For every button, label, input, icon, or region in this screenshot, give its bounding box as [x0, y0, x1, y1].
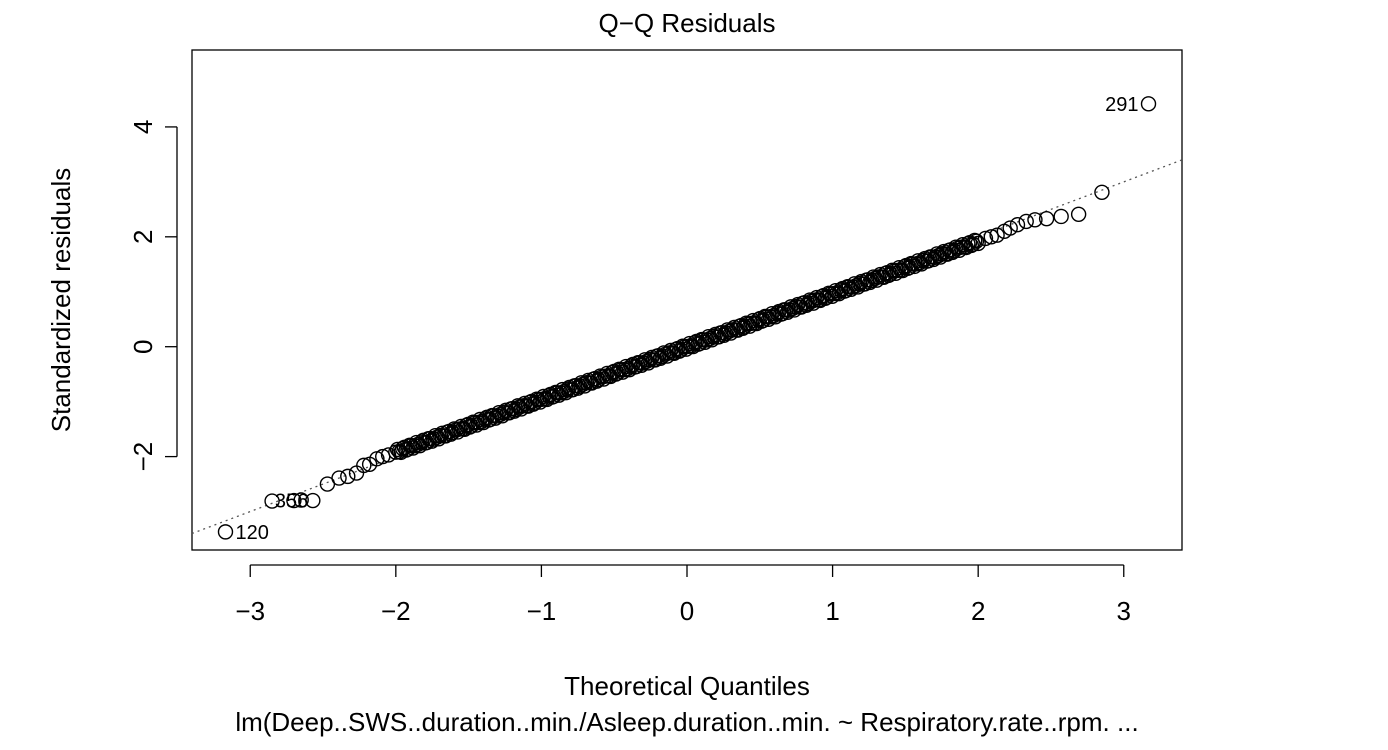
residual-point: [1053, 208, 1069, 225]
residual-point: [783, 299, 799, 315]
point-labels: 291 356 120: [235, 94, 1138, 544]
residual-point: [1140, 96, 1157, 112]
residual-point: [719, 322, 736, 338]
residual-point: [929, 246, 945, 262]
x-tick-label: 1: [825, 596, 839, 626]
residual-point: [637, 352, 653, 368]
residual-point: [963, 237, 980, 254]
y-tick-label: 2: [128, 230, 158, 244]
residual-point: [656, 345, 672, 361]
point-label: 120: [235, 522, 268, 544]
residual-point: [348, 465, 365, 481]
residual-point: [1070, 206, 1087, 222]
point-label: 291: [1105, 94, 1138, 116]
residual-point: [884, 262, 900, 278]
residual-point: [865, 269, 882, 285]
residual-point: [1038, 210, 1055, 227]
residual-point: [340, 468, 356, 485]
x-tick-label: −3: [235, 596, 265, 626]
residual-point: [380, 447, 397, 463]
residual-point: [1002, 220, 1018, 236]
x-tick-label: −2: [381, 596, 411, 626]
y-axis: −2 0 2 4: [128, 120, 178, 472]
residual-point: [573, 375, 590, 391]
residual-point: [977, 230, 994, 247]
residual-point: [427, 428, 444, 444]
residual-point: [356, 457, 372, 474]
y-tick-label: −2: [128, 442, 158, 472]
residual-point: [510, 398, 526, 414]
residual-point: [1018, 213, 1034, 230]
residual-point: [286, 492, 302, 509]
x-axis: −3 −2 −1 0 1 2 3: [235, 564, 1131, 626]
x-tick-label: 3: [1117, 596, 1131, 626]
residual-point: [1009, 217, 1026, 233]
plot-frame: [191, 49, 1183, 551]
point-label: 356: [275, 491, 308, 513]
x-tick-label: 0: [680, 596, 694, 626]
residual-point: [217, 524, 234, 540]
y-tick-label: 0: [128, 339, 158, 353]
y-axis-label: Standardized residuals: [46, 168, 76, 433]
residual-point: [331, 470, 347, 486]
residual-point: [446, 421, 462, 437]
residual-point: [491, 404, 507, 421]
x-tick-label: −1: [527, 596, 557, 626]
residual-point: [983, 229, 999, 245]
model-caption: lm(Deep..SWS..duration..min./Asleep.dura…: [235, 707, 1138, 737]
residual-point: [814, 288, 830, 305]
x-axis-label: Theoretical Quantiles: [564, 671, 810, 701]
residual-point: [968, 233, 985, 249]
residual-point: [264, 493, 280, 509]
residual-point: [948, 239, 964, 255]
residual-point: [846, 276, 863, 292]
residual-points: [217, 96, 1157, 540]
x-tick-label: 2: [971, 596, 985, 626]
residual-point: [375, 448, 391, 465]
residual-point: [293, 492, 309, 508]
residual-point: [802, 292, 818, 308]
y-tick-label: 4: [128, 120, 158, 134]
residual-point: [1027, 212, 1043, 228]
residual-point: [989, 227, 1005, 243]
chart-title: Q−Q Residuals: [598, 8, 775, 38]
residual-point: [1094, 184, 1110, 201]
residual-point: [738, 315, 754, 331]
residual-point: [305, 492, 321, 509]
residual-point: [592, 368, 608, 384]
residual-point: [870, 269, 887, 285]
